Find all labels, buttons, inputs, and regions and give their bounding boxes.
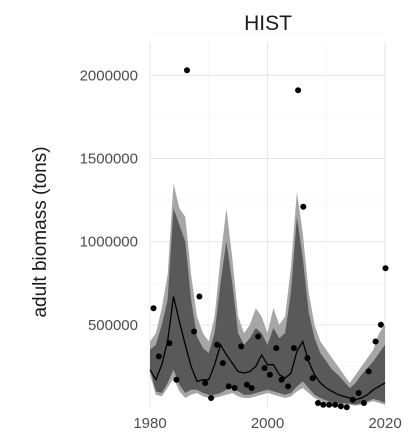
observation-point xyxy=(208,395,215,401)
observation-point xyxy=(285,383,292,390)
observation-point xyxy=(214,341,220,348)
observation-point xyxy=(191,328,198,335)
y-axis-ticks: 500000 1000000 1500000 2000000 xyxy=(80,67,138,334)
observation-point xyxy=(255,333,262,340)
observation-point xyxy=(360,400,367,406)
x-tick-label: 2020 xyxy=(368,415,401,432)
y-tick-label: 1500000 xyxy=(80,150,138,167)
x-tick-label: 2000 xyxy=(251,415,284,432)
observation-point xyxy=(248,385,255,391)
median-series xyxy=(149,296,386,401)
x-axis-ticks: 1980 2000 2020 xyxy=(133,415,401,432)
observation-point xyxy=(266,371,273,378)
x-tick-label: 1980 xyxy=(133,415,166,432)
uncertainty-bands xyxy=(150,183,385,406)
observation-point xyxy=(372,338,379,345)
observation-point xyxy=(155,353,162,360)
observation-point xyxy=(196,293,203,300)
y-tick-label: 1000000 xyxy=(80,234,138,251)
inner-credible-band xyxy=(150,208,385,405)
observation-point xyxy=(173,376,180,383)
observation-point xyxy=(290,345,297,352)
observation-point xyxy=(295,87,302,94)
median-line xyxy=(149,296,386,401)
y-tick-label: 500000 xyxy=(88,317,138,334)
observation-point xyxy=(332,401,339,408)
observation-point xyxy=(377,321,384,328)
observation-points xyxy=(150,67,389,411)
chart-title: HIST xyxy=(244,12,292,35)
observation-point xyxy=(219,360,226,367)
observation-point xyxy=(320,401,327,408)
observation-point xyxy=(231,385,238,391)
observation-point xyxy=(337,403,344,410)
observation-point xyxy=(343,404,350,411)
observation-point xyxy=(225,383,232,390)
observation-point xyxy=(326,401,333,408)
observation-point xyxy=(184,67,190,74)
y-axis-label: adult biomass (tons) xyxy=(30,146,51,317)
observation-point xyxy=(300,203,307,210)
observation-point xyxy=(150,305,157,312)
observation-point xyxy=(349,396,356,403)
observation-point xyxy=(382,265,389,272)
observation-point xyxy=(315,400,321,406)
observation-point xyxy=(304,355,311,362)
observation-point xyxy=(261,365,268,372)
y-tick-label: 2000000 xyxy=(80,67,138,84)
observation-point xyxy=(238,343,245,350)
observation-point xyxy=(309,375,316,382)
plot-area xyxy=(149,33,389,411)
observation-point xyxy=(273,345,280,352)
observation-point xyxy=(365,368,372,375)
observation-point xyxy=(278,376,285,383)
observation-point xyxy=(166,340,173,347)
outer-credible-band xyxy=(150,183,385,406)
observation-point xyxy=(243,381,250,388)
observation-point xyxy=(202,380,209,386)
observation-point xyxy=(355,390,362,396)
